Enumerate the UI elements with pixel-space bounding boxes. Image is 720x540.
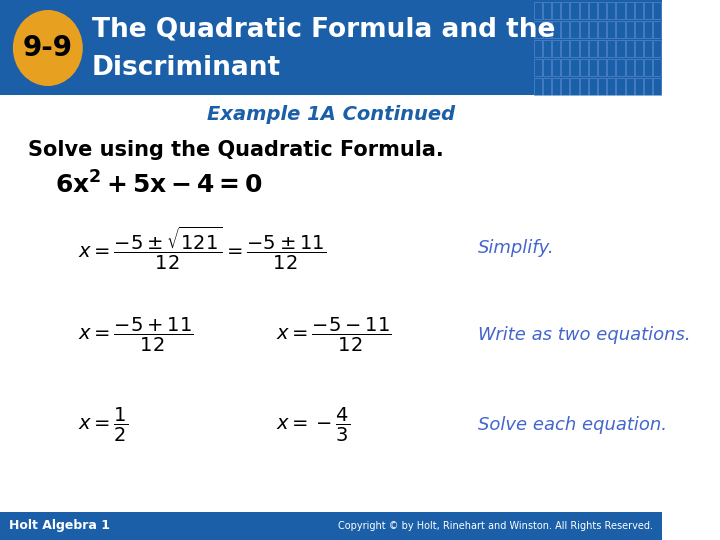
Bar <box>552 21 560 38</box>
Bar <box>552 2 560 19</box>
Bar <box>635 21 643 38</box>
Bar <box>635 78 643 95</box>
Bar <box>598 78 606 95</box>
Bar <box>589 21 597 38</box>
Bar <box>653 40 662 57</box>
Bar <box>626 78 634 95</box>
Text: $\mathbf{6x^2 + 5x - 4 = 0}$: $\mathbf{6x^2 + 5x - 4 = 0}$ <box>55 171 263 199</box>
Bar <box>543 78 551 95</box>
Bar <box>534 40 542 57</box>
Bar <box>635 40 643 57</box>
Text: $x = \dfrac{-5 + 11}{12}$: $x = \dfrac{-5 + 11}{12}$ <box>78 316 194 354</box>
Bar <box>561 2 570 19</box>
Bar <box>534 2 542 19</box>
Bar <box>616 59 625 76</box>
Bar <box>635 59 643 76</box>
Bar <box>635 2 643 19</box>
Bar <box>589 59 597 76</box>
Bar <box>570 2 579 19</box>
Text: Solve using the Quadratic Formula.: Solve using the Quadratic Formula. <box>27 140 444 160</box>
Bar <box>607 2 616 19</box>
Bar <box>561 40 570 57</box>
Bar <box>552 40 560 57</box>
Bar <box>580 21 588 38</box>
Text: Copyright © by Holt, Rinehart and Winston. All Rights Reserved.: Copyright © by Holt, Rinehart and Winsto… <box>338 521 653 531</box>
Bar <box>561 21 570 38</box>
Bar <box>561 78 570 95</box>
Bar <box>580 40 588 57</box>
Bar <box>653 59 662 76</box>
Bar <box>561 59 570 76</box>
Bar <box>543 40 551 57</box>
Bar <box>653 21 662 38</box>
Text: Write as two equations.: Write as two equations. <box>478 326 691 344</box>
Bar <box>589 2 597 19</box>
Bar <box>644 78 652 95</box>
Bar <box>580 2 588 19</box>
Text: Solve each equation.: Solve each equation. <box>478 416 667 434</box>
Bar <box>589 40 597 57</box>
Text: Example 1A Continued: Example 1A Continued <box>207 105 455 125</box>
Bar <box>570 21 579 38</box>
Bar <box>653 78 662 95</box>
Bar <box>616 21 625 38</box>
Text: $x = \dfrac{-5 \pm \sqrt{121}}{12} = \dfrac{-5 \pm 11}{12}$: $x = \dfrac{-5 \pm \sqrt{121}}{12} = \df… <box>78 225 326 272</box>
Bar <box>580 78 588 95</box>
Text: $x = \dfrac{-5 - 11}{12}$: $x = \dfrac{-5 - 11}{12}$ <box>276 316 392 354</box>
Bar <box>552 78 560 95</box>
Circle shape <box>13 10 83 86</box>
Bar <box>580 59 588 76</box>
Bar <box>616 40 625 57</box>
Bar <box>543 2 551 19</box>
Bar <box>589 78 597 95</box>
Text: The Quadratic Formula and the: The Quadratic Formula and the <box>92 17 555 43</box>
Bar <box>644 21 652 38</box>
Bar <box>534 78 542 95</box>
Bar <box>626 40 634 57</box>
Bar <box>607 59 616 76</box>
Bar <box>598 40 606 57</box>
Bar <box>607 21 616 38</box>
Bar <box>543 21 551 38</box>
Text: Simplify.: Simplify. <box>478 239 555 257</box>
Bar <box>598 2 606 19</box>
Bar <box>626 21 634 38</box>
Bar <box>644 2 652 19</box>
Bar <box>543 59 551 76</box>
Text: Holt Algebra 1: Holt Algebra 1 <box>9 519 110 532</box>
FancyBboxPatch shape <box>0 0 662 95</box>
Bar <box>570 78 579 95</box>
Bar <box>616 78 625 95</box>
Bar <box>616 2 625 19</box>
Text: 9-9: 9-9 <box>23 34 73 62</box>
Bar <box>534 21 542 38</box>
Bar <box>570 40 579 57</box>
Bar <box>626 2 634 19</box>
Bar <box>607 40 616 57</box>
Bar <box>644 59 652 76</box>
Bar <box>626 59 634 76</box>
Text: $x = -\dfrac{4}{3}$: $x = -\dfrac{4}{3}$ <box>276 406 351 444</box>
FancyBboxPatch shape <box>0 512 662 540</box>
Bar <box>607 78 616 95</box>
Text: Discriminant: Discriminant <box>92 55 281 81</box>
Bar <box>644 40 652 57</box>
Bar <box>653 2 662 19</box>
Bar <box>570 59 579 76</box>
Text: $x = \dfrac{1}{2}$: $x = \dfrac{1}{2}$ <box>78 406 129 444</box>
Bar <box>598 59 606 76</box>
Bar <box>534 59 542 76</box>
Bar <box>552 59 560 76</box>
Bar <box>598 21 606 38</box>
